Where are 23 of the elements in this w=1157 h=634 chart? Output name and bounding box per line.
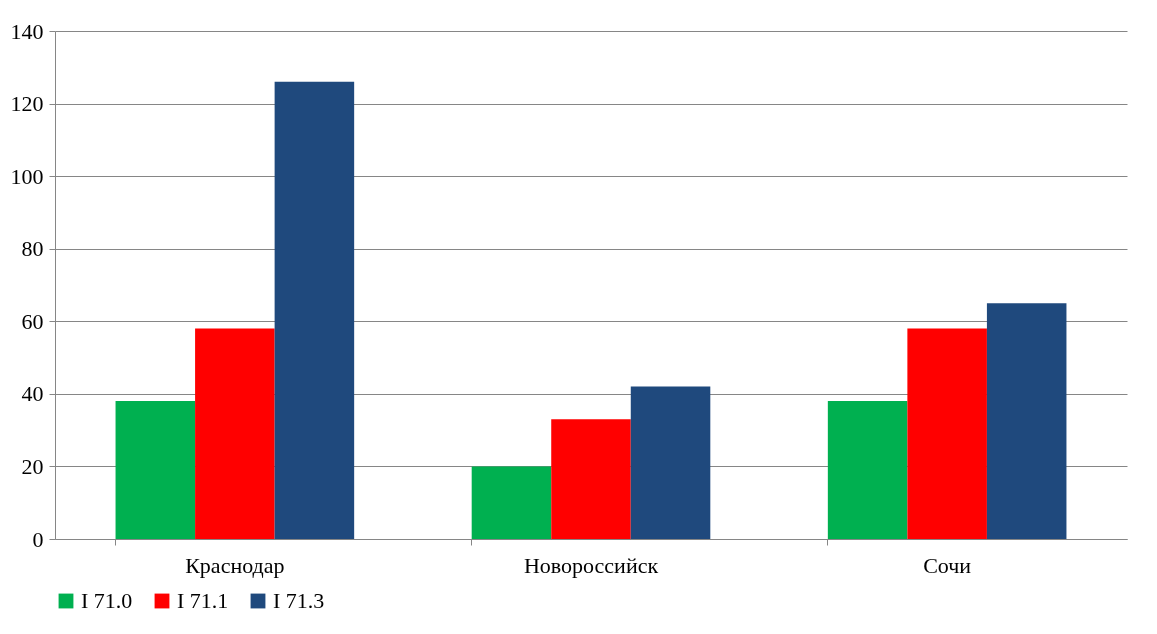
- legend-label: I 71.1: [177, 588, 229, 613]
- legend-label: I 71.3: [273, 588, 325, 613]
- bar: [551, 419, 631, 539]
- legend-label: I 71.0: [81, 588, 133, 613]
- y-tick-label: 0: [32, 526, 44, 552]
- x-tick-label: Сочи: [923, 552, 972, 578]
- y-tick-label: 100: [10, 163, 44, 189]
- y-tick-label: 20: [21, 453, 44, 479]
- bar: [115, 401, 196, 539]
- y-tick-label: 80: [21, 236, 44, 262]
- x-tick-label: Новороссийск: [523, 552, 659, 578]
- y-tick-label: 40: [21, 381, 44, 407]
- bar: [471, 466, 552, 539]
- y-tick-label: 120: [10, 91, 44, 117]
- x-tick-label: Краснодар: [185, 552, 285, 578]
- bar: [986, 303, 1067, 539]
- bar: [907, 328, 987, 539]
- bar: [827, 401, 908, 539]
- y-tick-label: 60: [21, 308, 44, 334]
- bar: [274, 81, 355, 539]
- bar: [195, 328, 275, 539]
- y-tick-label: 140: [10, 18, 44, 44]
- bar: [630, 386, 711, 539]
